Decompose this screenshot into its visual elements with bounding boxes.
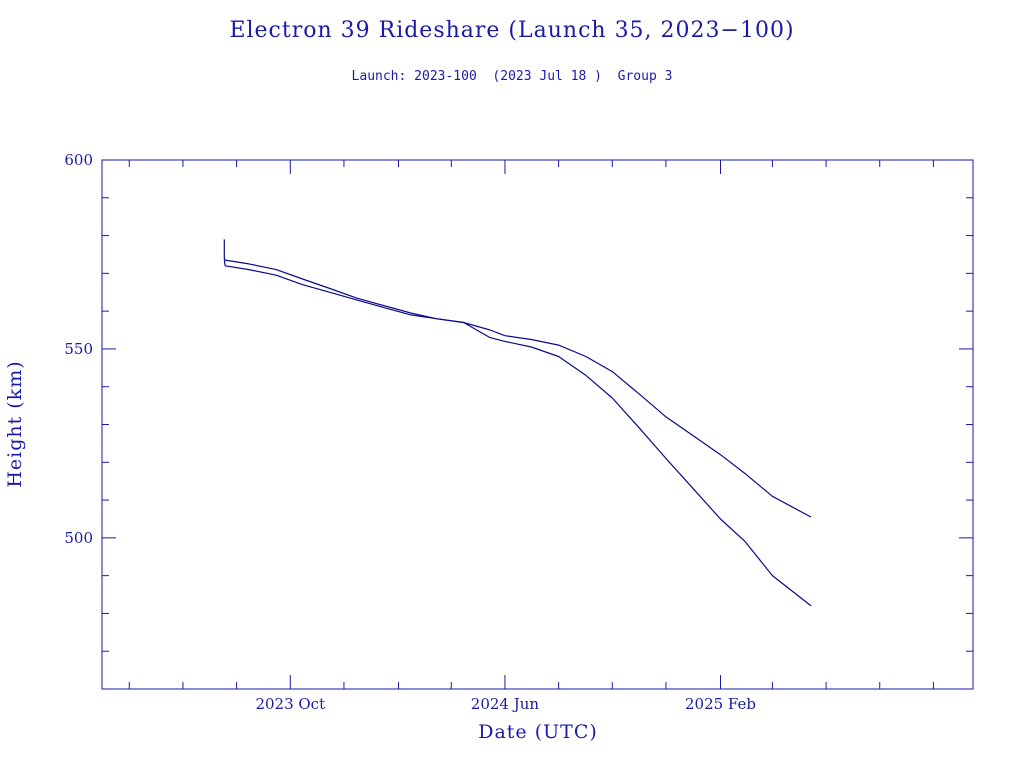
x-tick-label: 2024 Jun bbox=[471, 695, 540, 713]
x-axis-label: Date (UTC) bbox=[478, 721, 598, 743]
data-series bbox=[223, 239, 812, 607]
chart-subtitle: Launch: 2023-100 (2023 Jul 18 ) Group 3 bbox=[352, 69, 673, 84]
chart-title: Electron 39 Rideshare (Launch 35, 2023−1… bbox=[229, 18, 794, 43]
axis-ticks bbox=[102, 159, 973, 690]
y-tick-label: 600 bbox=[64, 151, 93, 169]
y-tick-label: 550 bbox=[64, 340, 93, 358]
x-tick-label: 2025 Feb bbox=[685, 695, 756, 713]
series-line-1 bbox=[223, 239, 812, 518]
plot-frame bbox=[101, 159, 974, 690]
y-tick-label: 500 bbox=[64, 529, 93, 547]
x-tick-label: 2023 Oct bbox=[255, 695, 325, 713]
y-axis-label: Height (km) bbox=[4, 360, 26, 487]
axis-tick-labels: 500 550 600 2023 Oct 2024 Jun 2025 Feb bbox=[64, 151, 756, 713]
series-line-2 bbox=[223, 260, 812, 607]
